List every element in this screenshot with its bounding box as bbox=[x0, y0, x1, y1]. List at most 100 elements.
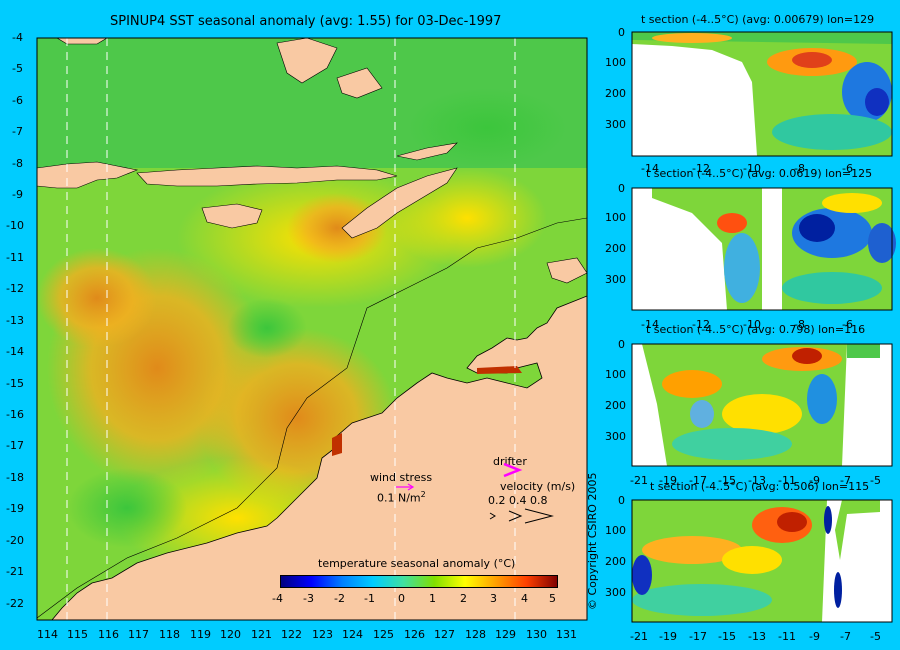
lat-tick: -20 bbox=[6, 534, 24, 547]
section3-plot bbox=[631, 343, 893, 467]
lon-tick: 131 bbox=[556, 628, 577, 641]
lon-tick: 130 bbox=[526, 628, 547, 641]
x-tick: -19 bbox=[659, 474, 677, 487]
y-tick: 200 bbox=[605, 399, 626, 412]
x-tick: -15 bbox=[718, 630, 736, 643]
timor-island bbox=[341, 167, 458, 239]
x-tick: -9 bbox=[809, 474, 820, 487]
lat-tick: -19 bbox=[6, 502, 24, 515]
y-tick: 0 bbox=[618, 494, 625, 507]
x-tick: -10 bbox=[743, 318, 761, 331]
wind-scale: 0.1 N/m2 bbox=[377, 490, 426, 505]
lat-tick: -22 bbox=[6, 597, 24, 610]
x-tick: -5 bbox=[870, 630, 881, 643]
colorbar bbox=[280, 575, 558, 588]
x-tick: -7 bbox=[840, 474, 851, 487]
colorbar-tick: -2 bbox=[334, 592, 345, 605]
x-tick: -13 bbox=[748, 474, 766, 487]
x-tick: -6 bbox=[842, 162, 853, 175]
colorbar-tick: 4 bbox=[521, 592, 528, 605]
lon-tick: 124 bbox=[342, 628, 363, 641]
x-tick: -17 bbox=[689, 630, 707, 643]
colorbar-tick: 3 bbox=[490, 592, 497, 605]
colorbar-tick: 0 bbox=[398, 592, 405, 605]
x-tick: -10 bbox=[743, 162, 761, 175]
main-map bbox=[36, 37, 588, 621]
lon-tick: 114 bbox=[37, 628, 58, 641]
colorbar-title: temperature seasonal anomaly (°C) bbox=[318, 557, 516, 570]
drifter-label: drifter bbox=[493, 455, 527, 468]
x-tick: -21 bbox=[630, 474, 648, 487]
lat-tick: -10 bbox=[6, 219, 24, 232]
x-tick: -11 bbox=[778, 474, 796, 487]
velocity-label: velocity (m/s) bbox=[500, 480, 576, 493]
lat-tick: -5 bbox=[12, 62, 23, 75]
lon-tick: 128 bbox=[465, 628, 486, 641]
section4-plot bbox=[631, 499, 893, 623]
lat-tick: -17 bbox=[6, 439, 24, 452]
wind-arrow-icon bbox=[396, 483, 415, 491]
section1-plot bbox=[631, 31, 893, 157]
java-island bbox=[36, 161, 139, 189]
lat-tick: -21 bbox=[6, 565, 24, 578]
colorbar-tick: 2 bbox=[460, 592, 467, 605]
y-tick: 300 bbox=[605, 118, 626, 131]
section4-title: t section (-4..5°C) (avg: 0.506) lon=115 bbox=[650, 480, 870, 493]
colorbar-tick: -1 bbox=[364, 592, 375, 605]
x-tick: -11 bbox=[778, 630, 796, 643]
x-tick: -21 bbox=[630, 630, 648, 643]
flores-island bbox=[396, 142, 458, 161]
y-tick: 0 bbox=[618, 26, 625, 39]
x-tick: -14 bbox=[641, 318, 659, 331]
x-tick: -8 bbox=[794, 318, 805, 331]
velocity-scale: 0.2 0.4 0.8 bbox=[488, 494, 548, 507]
section2-plot bbox=[631, 187, 896, 311]
y-tick: 300 bbox=[605, 273, 626, 286]
lesser-sunda-islands bbox=[136, 165, 398, 187]
colorbar-tick: 1 bbox=[429, 592, 436, 605]
y-tick: 200 bbox=[605, 242, 626, 255]
x-tick: -17 bbox=[689, 474, 707, 487]
y-tick: 300 bbox=[605, 586, 626, 599]
x-tick: -12 bbox=[692, 162, 710, 175]
lon-tick: 125 bbox=[373, 628, 394, 641]
lat-tick: -7 bbox=[12, 125, 23, 138]
wind-stress-label: wind stress bbox=[370, 471, 433, 484]
x-tick: -6 bbox=[842, 318, 853, 331]
lat-tick: -9 bbox=[12, 188, 23, 201]
colorbar-tick: 5 bbox=[549, 592, 556, 605]
lat-tick: -13 bbox=[6, 314, 24, 327]
lon-tick: 126 bbox=[404, 628, 425, 641]
y-tick: 0 bbox=[618, 182, 625, 195]
lon-tick: 121 bbox=[251, 628, 272, 641]
drifter-arrow-icon bbox=[503, 462, 523, 478]
lat-tick: -4 bbox=[12, 31, 23, 44]
lat-tick: -12 bbox=[6, 282, 24, 295]
lon-tick: 116 bbox=[98, 628, 119, 641]
lon-tick: 123 bbox=[312, 628, 333, 641]
lon-tick: 122 bbox=[281, 628, 302, 641]
lat-tick: -6 bbox=[12, 94, 23, 107]
lat-tick: -8 bbox=[12, 157, 23, 170]
y-tick: 100 bbox=[605, 368, 626, 381]
copyright-text: © Copyright CSIRO 2005 bbox=[586, 472, 599, 610]
section3-title: t section (-4..5°C) (avg: 0.798) lon=116 bbox=[646, 323, 866, 336]
x-tick: -13 bbox=[748, 630, 766, 643]
lat-tick: -18 bbox=[6, 471, 24, 484]
lon-tick: 118 bbox=[159, 628, 180, 641]
y-tick: 200 bbox=[605, 87, 626, 100]
lon-tick: 119 bbox=[190, 628, 211, 641]
x-tick: -15 bbox=[718, 474, 736, 487]
x-tick: -12 bbox=[692, 318, 710, 331]
sumba-island bbox=[201, 203, 263, 229]
x-tick: -19 bbox=[659, 630, 677, 643]
y-tick: 100 bbox=[605, 211, 626, 224]
lat-tick: -14 bbox=[6, 345, 24, 358]
colorbar-tick: -3 bbox=[303, 592, 314, 605]
section2-title: t section (-4..5°C) (avg: 0.0619) lon=12… bbox=[646, 167, 873, 180]
y-tick: 200 bbox=[605, 555, 626, 568]
x-tick: -14 bbox=[641, 162, 659, 175]
x-tick: -9 bbox=[809, 630, 820, 643]
lon-tick: 115 bbox=[67, 628, 88, 641]
x-tick: -7 bbox=[840, 630, 851, 643]
